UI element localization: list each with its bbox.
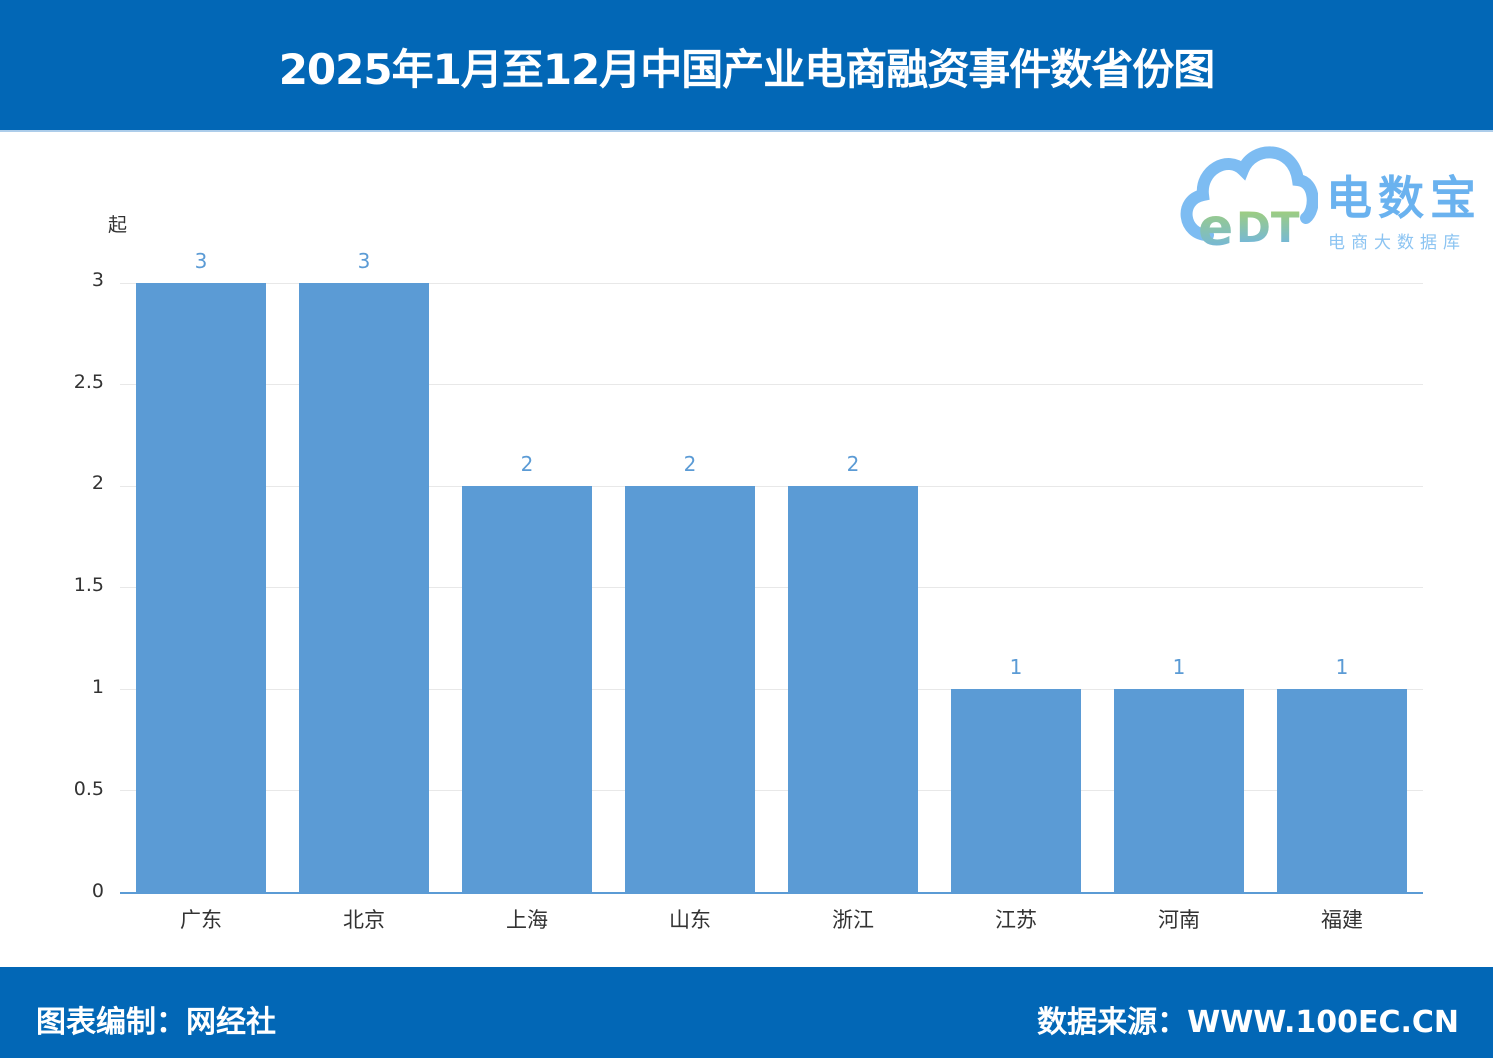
bar xyxy=(625,486,755,892)
y-tick: 3 xyxy=(91,269,104,291)
bar xyxy=(951,689,1081,892)
bar xyxy=(136,283,266,892)
compiled-by: 图表编制：网经社 xyxy=(36,1005,276,1040)
bar-value-label: 1 xyxy=(1335,655,1349,679)
svg-text:e: e xyxy=(1198,198,1233,255)
logo: e DT 电数宝 电商大数据库 xyxy=(1178,140,1488,255)
bar xyxy=(1114,689,1244,892)
y-tick: 1 xyxy=(91,676,104,698)
x-tick-label: 江苏 xyxy=(995,908,1037,932)
gridline xyxy=(120,283,1423,284)
bar xyxy=(788,486,918,892)
bar-value-label: 3 xyxy=(357,249,371,273)
bar xyxy=(1277,689,1407,892)
cloud-logo-icon: e DT xyxy=(1180,146,1318,255)
bar-value-label: 2 xyxy=(846,452,860,476)
y-tick: 2 xyxy=(91,472,104,494)
gridline xyxy=(120,587,1423,588)
x-tick-label: 上海 xyxy=(506,908,548,932)
bar-value-label: 3 xyxy=(194,249,208,273)
bar-value-label: 2 xyxy=(683,452,697,476)
gridline xyxy=(120,384,1423,385)
logo-brand: 电数宝 xyxy=(1326,171,1482,225)
data-source: 数据来源：WWW.100EC.CN xyxy=(1037,1005,1459,1040)
y-axis-unit: 起 xyxy=(108,214,128,236)
footer-banner: 图表编制：网经社 数据来源：WWW.100EC.CN xyxy=(0,967,1493,1058)
x-axis-line xyxy=(120,892,1423,894)
bar-value-label: 1 xyxy=(1009,655,1023,679)
chart-title: 2025年1月至12月中国产业电商融资事件数省份图 xyxy=(278,45,1216,94)
header-divider xyxy=(0,130,1493,132)
gridline xyxy=(120,790,1423,791)
y-tick: 1.5 xyxy=(73,574,104,596)
gridline xyxy=(120,486,1423,487)
bar xyxy=(299,283,429,892)
title-banner: 2025年1月至12月中国产业电商融资事件数省份图 xyxy=(0,0,1493,130)
x-tick-label: 福建 xyxy=(1321,908,1363,932)
svg-text:DT: DT xyxy=(1236,203,1300,252)
logo-subtitle: 电商大数据库 xyxy=(1328,233,1466,253)
x-tick-label: 山东 xyxy=(669,908,711,932)
x-tick-label: 浙江 xyxy=(832,908,874,932)
x-tick-label: 北京 xyxy=(343,908,385,932)
bar-value-label: 1 xyxy=(1172,655,1186,679)
bar-chart: 起 3 2.5 2 1.5 1 0.5 0 3 广东 3 北京 2 上海 2 山东 2 浙江 1 江苏… xyxy=(0,132,1493,967)
y-tick: 0.5 xyxy=(73,778,104,800)
bar xyxy=(462,486,592,892)
x-tick-label: 广东 xyxy=(180,908,222,932)
gridline xyxy=(120,689,1423,690)
x-tick-label: 河南 xyxy=(1158,908,1200,932)
y-tick: 2.5 xyxy=(73,371,104,393)
bar-value-label: 2 xyxy=(520,452,534,476)
y-tick: 0 xyxy=(91,880,104,902)
